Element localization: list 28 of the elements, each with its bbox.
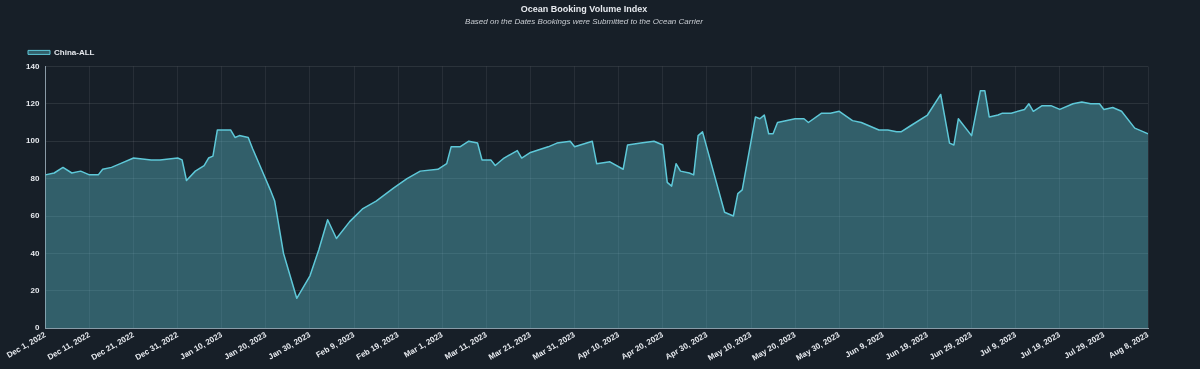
x-tick-label: Mar 1, 2023 [402,329,445,360]
x-tick-label: Jun 9, 2023 [843,329,886,360]
x-tick-label: Dec 31, 2022 [133,329,181,362]
x-tick-label: Mar 31, 2023 [531,329,578,362]
x-tick-label: Apr 20, 2023 [619,329,666,362]
chart-title: Ocean Booking Volume Index [520,3,648,14]
y-tick-label: 20 [30,286,40,296]
x-tick-label: Feb 9, 2023 [314,329,357,360]
x-tick-label: Apr 10, 2023 [575,329,622,362]
chart-subtitle: Based on the Dates Bookings were Submitted to the Ocean Carrier [465,16,704,26]
x-tick-label: Jun 29, 2023 [928,329,975,362]
x-tick-label: Jan 20, 2023 [222,329,269,362]
y-tick-label: 40 [30,248,40,258]
y-tick-label: 100 [25,136,40,146]
y-tick-label: 80 [30,173,40,183]
y-tick-label: 140 [25,61,40,71]
legend-label: China-ALL [54,47,95,57]
y-tick-label: 60 [30,211,40,221]
x-tick-label: Mar 11, 2023 [443,329,489,362]
x-tick-label: Jul 9, 2023 [978,329,1019,359]
x-tick-label: Jan 10, 2023 [178,329,225,362]
x-tick-label: Jul 19, 2023 [1018,329,1063,361]
x-tick-label: Jan 30, 2023 [266,329,313,362]
x-tick-label: Jun 19, 2023 [883,329,931,362]
x-tick-label: Jul 29, 2023 [1062,329,1107,361]
x-tick-label: Feb 19, 2023 [354,329,401,362]
x-tick-label: Aug 8, 2023 [1107,329,1151,361]
y-tick-label: 120 [25,99,40,109]
